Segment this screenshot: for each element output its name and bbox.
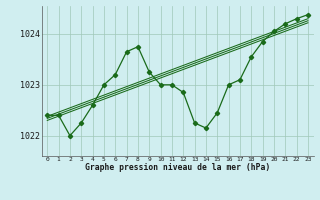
X-axis label: Graphe pression niveau de la mer (hPa): Graphe pression niveau de la mer (hPa) (85, 163, 270, 172)
